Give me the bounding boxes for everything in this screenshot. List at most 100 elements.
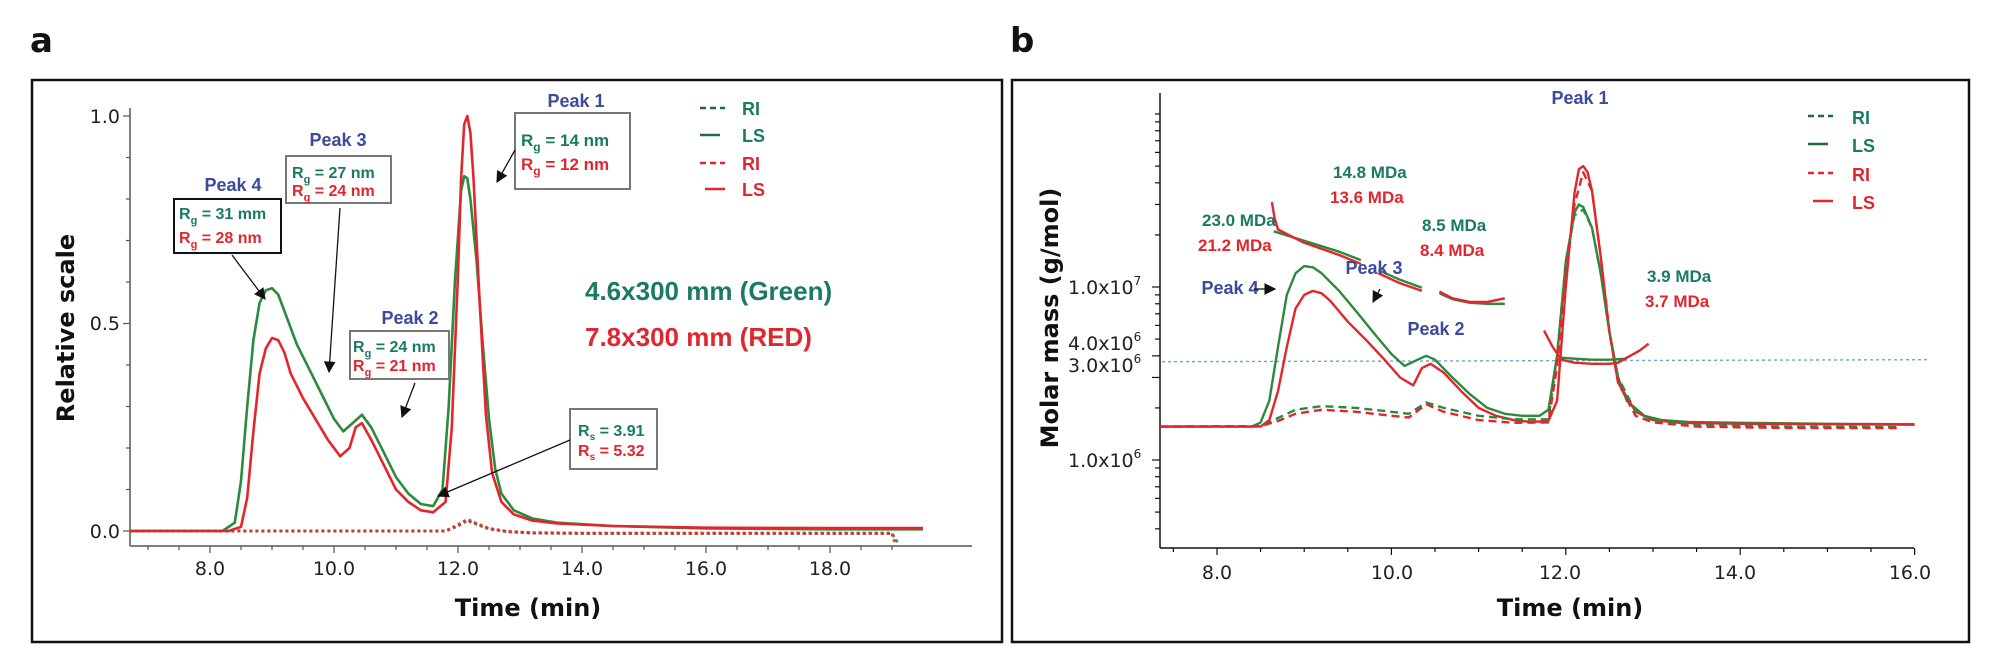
rg-red: Rg = 24 nm [292, 183, 375, 204]
mass-label-green: 14.8 MDa [1333, 163, 1407, 182]
annotation-resolution: Rs = 3.91 Rs = 5.32 [436, 408, 658, 498]
annotation-peak-3: Peak 3 Rg = 27 nm Rg = 24 nm [285, 130, 392, 374]
column-label-red: 7.8x300 mm (RED) [585, 322, 812, 352]
panel-a-x-ticks [147, 546, 893, 553]
panel-b-xtick-label: 12.0 [1539, 562, 1581, 584]
annotation-box [349, 330, 450, 380]
panel-b-ytick-label: 1.0x106 [1068, 447, 1141, 472]
panel-a-x-axis-title: Time (min) [455, 594, 602, 622]
legend-label: RI [742, 99, 760, 119]
peak-label: Peak 1 [547, 91, 604, 111]
rs-red: Rs = 5.32 [578, 443, 645, 463]
panel-a-y-ticks [123, 115, 130, 532]
panel-b-xtick-label: 10.0 [1371, 562, 1413, 584]
panel-b-x-ticks [1172, 548, 1916, 555]
peak-label-2: Peak 2 [1407, 319, 1464, 339]
rg-green: Rg = 24 nm [353, 339, 436, 360]
annotation-peak-2: Peak 2 Rg = 24 nm Rg = 21 nm [349, 308, 450, 419]
panel-a-ytick-label: 0.5 [90, 313, 120, 335]
molar-mass-segment-red [1377, 272, 1423, 293]
peak-label: Peak 4 [204, 175, 261, 195]
panel-a: a 0.0 0.5 1.0 8.0 10.0 12.0 14.0 16.0 18… [30, 21, 1004, 644]
annotation-box [173, 198, 282, 254]
series-line-red-ri [1160, 171, 1898, 430]
panel-a-series [129, 114, 923, 545]
mass-label-green: 8.5 MDa [1422, 216, 1487, 235]
arrow-icon [436, 439, 571, 498]
panel-a-legend: RI LS RI LS [700, 99, 765, 200]
series-line-red-ls [129, 114, 923, 533]
panel-b-ytick-label: 3.0x106 [1068, 352, 1141, 377]
panel-a-xtick-label: 14.0 [561, 558, 603, 580]
annotation-box [514, 112, 631, 190]
rs-green: Rs = 3.91 [578, 423, 645, 443]
panel-a-y-axis-title: Relative scale [52, 234, 80, 422]
panel-letter-b: b [1010, 21, 1034, 61]
legend-label: LS [1852, 136, 1875, 156]
legend-label: LS [1852, 193, 1875, 213]
mass-label-red: 21.2 MDa [1198, 236, 1272, 255]
rg-green: Rg = 14 nm [521, 131, 609, 154]
rg-green: Rg = 27 nm [292, 165, 375, 186]
panel-b: b 8.0 10.0 12.0 14.0 16.0 1.0x107 4.0x10… [1010, 21, 1971, 644]
panel-letter-a: a [30, 21, 53, 61]
legend-label: RI [742, 154, 760, 174]
panel-a-xtick-label: 12.0 [437, 558, 479, 580]
legend-label: RI [1852, 165, 1870, 185]
annotation-box [569, 408, 658, 470]
legend-label: RI [1852, 108, 1870, 128]
panel-a-xtick-label: 10.0 [313, 558, 355, 580]
mass-label-green: 3.9 MDa [1647, 267, 1712, 286]
panel-a-xtick-label: 8.0 [195, 558, 225, 580]
annotation-peak-1: Peak 1 Rg = 14 nm Rg = 12 nm [496, 91, 631, 190]
panel-b-xtick-label: 8.0 [1202, 562, 1232, 584]
rg-red: Rg = 12 nm [521, 155, 609, 178]
rg-green: Rg = 31 mm [179, 206, 266, 227]
series-line-red-ri [129, 517, 897, 544]
arrow-icon [231, 254, 266, 300]
molar-mass-segment-green [1273, 230, 1362, 262]
annotation-box [285, 155, 392, 204]
panel-b-frame [1010, 78, 1971, 644]
molar-mass-segment-green [1561, 356, 1627, 361]
panel-b-y-axis-title: Molar mass (g/mol) [1036, 188, 1064, 449]
rg-red: Rg = 21 nm [353, 358, 436, 379]
peak-label: Peak 2 [381, 308, 438, 328]
peak-label-4: Peak 4 [1201, 278, 1258, 298]
column-label-green: 4.6x300 mm (Green) [585, 276, 832, 306]
series-line-green-ls [129, 174, 923, 533]
panel-a-xtick-label: 18.0 [809, 558, 851, 580]
panel-b-xtick-label: 14.0 [1714, 562, 1756, 584]
arrow-icon [400, 382, 416, 419]
panel-a-frame [30, 78, 1004, 644]
panel-a-xtick-label: 16.0 [685, 558, 727, 580]
molar-mass-segment-red [1542, 330, 1650, 365]
mass-label-red: 13.6 MDa [1330, 188, 1404, 207]
annotation-peak-4: Peak 4 Rg = 31 mm Rg = 28 nm [173, 175, 282, 300]
panel-a-ytick-label: 0.0 [90, 521, 120, 543]
arrow-icon [1372, 288, 1384, 304]
molar-mass-segment-green [1377, 269, 1423, 289]
panel-b-ytick-label: 4.0x106 [1068, 330, 1141, 355]
panel-b-series [1160, 164, 1915, 430]
panel-a-ytick-label: 1.0 [90, 106, 120, 128]
peak-label-1: Peak 1 [1551, 88, 1608, 108]
series-line-green-ls [1160, 203, 1915, 428]
rg-red: Rg = 28 nm [179, 230, 262, 251]
legend-label: LS [742, 126, 765, 146]
arrow-icon [323, 207, 341, 374]
mass-label-red: 3.7 MDa [1645, 292, 1710, 311]
legend-label: LS [742, 180, 765, 200]
molar-mass-segment-red [1438, 290, 1506, 304]
mass-label-red: 8.4 MDa [1420, 241, 1485, 260]
arrow-icon [496, 149, 516, 184]
panel-b-y-ticks [1152, 113, 1160, 530]
mass-label-green: 23.0 MDa [1202, 211, 1276, 230]
panel-b-x-axis-title: Time (min) [1497, 594, 1644, 622]
panel-b-xtick-label: 16.0 [1889, 562, 1931, 584]
molar-mass-segment-red [1270, 201, 1362, 266]
series-line-green-ri [129, 519, 900, 545]
panel-b-ytick-label: 1.0x107 [1068, 274, 1141, 299]
panel-b-legend: RI LS RI LS [1808, 108, 1875, 213]
